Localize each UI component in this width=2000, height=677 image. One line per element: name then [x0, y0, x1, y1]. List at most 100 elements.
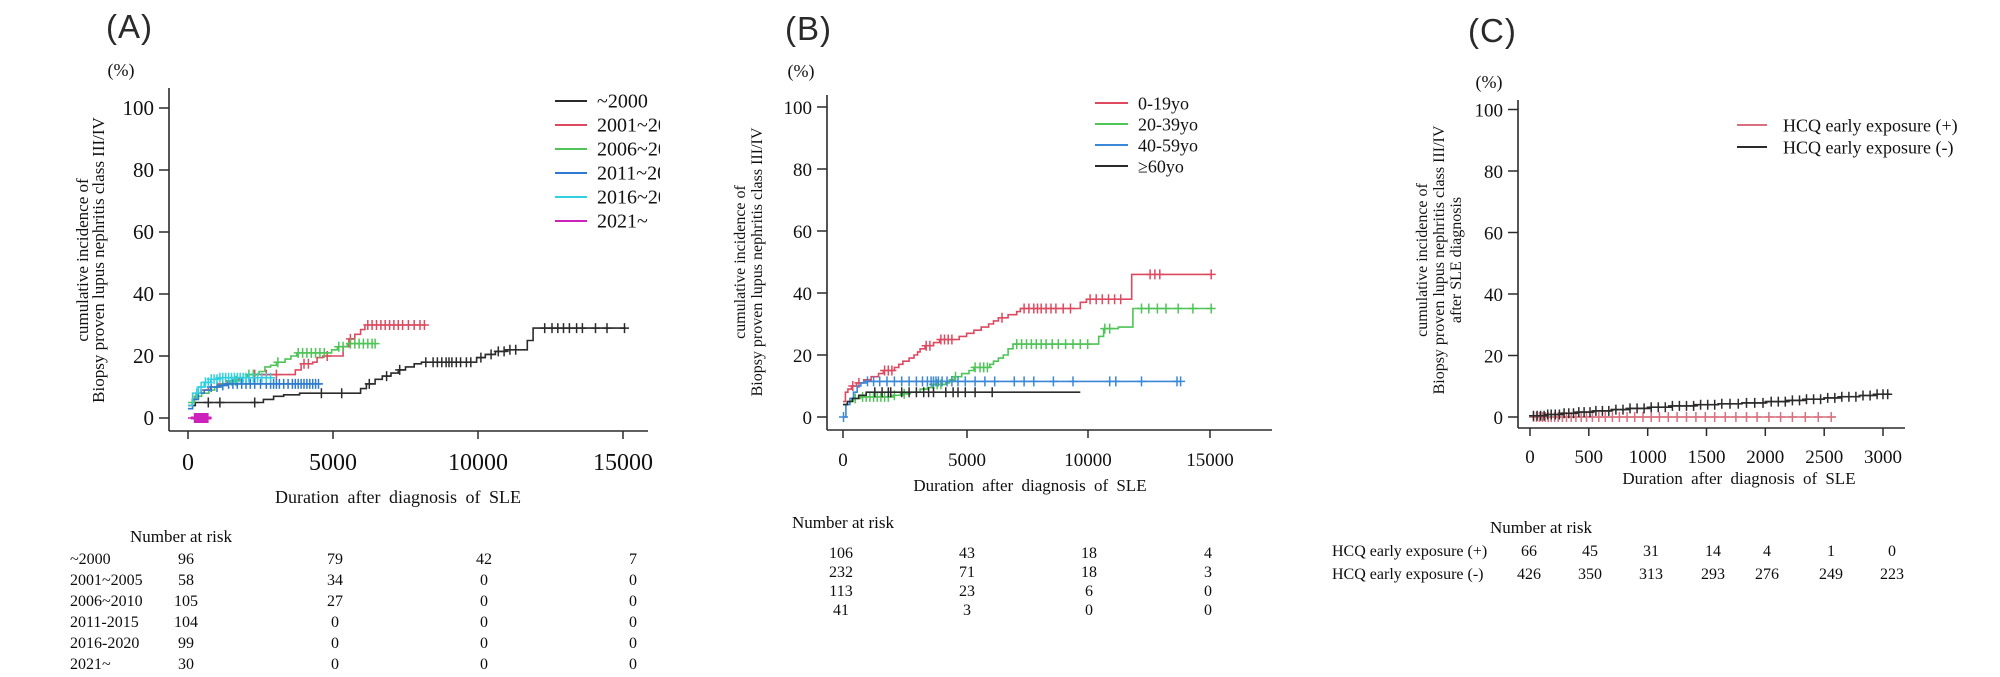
risk-table-header: Number at risk — [1490, 518, 1592, 537]
y-unit-label: (%) — [1476, 72, 1503, 93]
legend-label: 40-59yo — [1138, 136, 1198, 156]
risk-value: 3 — [1204, 564, 1212, 581]
y-tick-label: 40 — [793, 284, 812, 305]
x-tick-label: 10000 — [448, 450, 508, 476]
panel-c-risk-table: Number at risk HCQ early exposure (+) 66 4… — [1330, 0, 2000, 677]
panel-a-label: (A) — [106, 8, 153, 45]
y-tick-label: 40 — [1484, 285, 1503, 306]
risk-value: 18 — [1081, 564, 1097, 581]
risk-value: 0 — [629, 635, 637, 652]
risk-value: 42 — [476, 551, 492, 568]
risk-row-label: 2011-2015 — [70, 614, 139, 631]
risk-value: 104 — [174, 614, 198, 631]
y-tick-label: 60 — [793, 222, 812, 243]
risk-value: 0 — [1888, 543, 1896, 560]
x-tick-label: 0 — [838, 450, 848, 471]
risk-value: 23 — [959, 583, 975, 600]
risk-value: 105 — [174, 593, 198, 610]
risk-value: 58 — [178, 572, 194, 589]
y-axis-label: cumulative incidence of — [732, 184, 749, 338]
risk-value: 43 — [959, 545, 975, 562]
panel-b-plot: 0 5000 10000 15000 0 20 40 60 80 100 (%) cumulative… — [732, 61, 1272, 495]
legend-label: 0-19yo — [1138, 94, 1189, 114]
x-tick-label: 1000 — [1629, 447, 1667, 468]
panel-c-label: (C) — [1468, 12, 1517, 49]
panel-b: (B) 0 5000 10000 15000 0 20 40 60 80 100 (%) cumula… — [660, 0, 1330, 677]
risk-value: 41 — [833, 602, 849, 619]
x-tick-label: 1500 — [1688, 447, 1726, 468]
y-tick-label: 0 — [1494, 408, 1504, 429]
panel-a: (A) 0 5000 10000 15000 0 20 40 60 80 100 (%) cumula… — [0, 0, 660, 677]
y-axis-label: Biopsy proven lupus nephritis class III/… — [89, 116, 108, 402]
risk-value: 4 — [1763, 543, 1771, 560]
risk-value: 31 — [1643, 543, 1659, 560]
risk-value: 0 — [480, 635, 488, 652]
legend-label: ~2000 — [597, 91, 648, 113]
censor-marks — [870, 387, 997, 398]
risk-value: 14 — [1705, 543, 1721, 560]
risk-value: 0 — [331, 635, 339, 652]
risk-value: 66 — [1521, 543, 1537, 560]
risk-value: 0 — [1204, 602, 1212, 619]
risk-value: 4 — [1204, 545, 1212, 562]
y-tick-label: 20 — [133, 344, 154, 368]
risk-value: 0 — [629, 614, 637, 631]
x-axis-label: Duration after diagnosis of SLE — [275, 487, 521, 507]
risk-value: 96 — [178, 551, 194, 568]
x-tick-label: 5000 — [309, 450, 357, 476]
x-tick-label: 15000 — [593, 450, 653, 476]
legend-label: HCQ early exposure (-) — [1783, 138, 1953, 159]
legend-label: 2001~2005 — [597, 115, 660, 137]
risk-value: 223 — [1880, 565, 1904, 583]
y-tick-label: 20 — [793, 346, 812, 367]
risk-value: 0 — [480, 593, 488, 610]
risk-value: 0 — [331, 656, 339, 673]
risk-row-label: ~2000 — [70, 551, 111, 568]
panel-c-plot: 0 500 1000 1500 2000 2500 3000 0 20 40 60 80 100 (%) c… — [1414, 72, 1958, 488]
risk-value: 99 — [178, 635, 194, 652]
x-tick-label: 0 — [1525, 447, 1535, 468]
risk-value: 293 — [1701, 565, 1725, 583]
y-tick-label: 0 — [144, 406, 155, 430]
x-axis-label: Duration after diagnosis of SLE — [913, 476, 1146, 495]
x-tick-label: 0 — [182, 450, 194, 476]
y-unit-label: (%) — [788, 61, 815, 82]
risk-value: 27 — [327, 593, 343, 610]
x-tick-label: 500 — [1575, 447, 1604, 468]
risk-value: 0 — [1085, 602, 1093, 619]
risk-row-label: 2006~2010 — [70, 593, 143, 610]
risk-value: 313 — [1639, 565, 1663, 583]
risk-value: 71 — [959, 564, 975, 581]
risk-value: 426 — [1517, 565, 1541, 583]
risk-value: 0 — [629, 572, 637, 589]
panel-b-label: (B) — [785, 10, 832, 47]
risk-value: 3 — [963, 602, 971, 619]
series-curve — [843, 391, 1081, 406]
risk-value: 18 — [1081, 545, 1097, 562]
legend-label: ≥60yo — [1138, 157, 1184, 177]
censor-marks — [848, 269, 1216, 391]
censor-marks — [1529, 389, 1893, 421]
risk-table-header: Number at risk — [130, 527, 232, 546]
legend-label: 2016~2020 — [597, 187, 660, 209]
x-tick-label: 5000 — [948, 450, 986, 471]
x-tick-label: 10000 — [1064, 450, 1112, 471]
y-tick-label: 100 — [784, 98, 813, 119]
censor-marks — [190, 413, 212, 423]
x-axis-label: Duration after diagnosis of SLE — [1622, 469, 1855, 488]
legend-label: 2006~2010 — [597, 139, 660, 161]
y-tick-label: 0 — [803, 408, 813, 429]
x-tick-label: 15000 — [1186, 450, 1234, 471]
panel-c: (C) 0 500 1000 1500 2000 2500 3000 0 20 40 60 80 100… — [1330, 0, 2000, 677]
censor-marks — [839, 376, 1186, 422]
y-unit-label: (%) — [108, 60, 135, 81]
risk-value: 0 — [480, 656, 488, 673]
risk-value: 106 — [829, 545, 853, 562]
x-tick-label: 2000 — [1746, 447, 1784, 468]
x-tick-label: 2500 — [1805, 447, 1843, 468]
y-axis-label: Biopsy proven lupus nephritis class III/… — [749, 127, 766, 396]
legend-label: 2011~2015 — [597, 163, 660, 185]
y-tick-label: 40 — [133, 282, 154, 306]
risk-value: 79 — [327, 551, 343, 568]
legend-label: 20-39yo — [1138, 115, 1198, 135]
